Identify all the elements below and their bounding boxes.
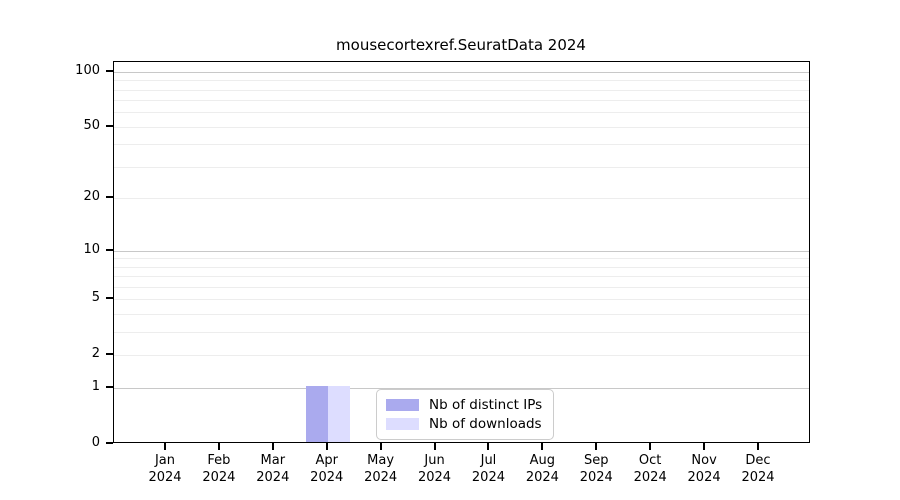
- gridline-minor: [114, 80, 809, 82]
- x-tick: [649, 443, 652, 450]
- gridline-minor: [114, 100, 809, 102]
- gridline-minor: [114, 299, 809, 301]
- legend-swatch-distinct-ips: [386, 399, 419, 411]
- gridline-minor: [114, 198, 809, 200]
- x-tick: [217, 443, 220, 450]
- y-tick-label: 10: [83, 241, 100, 257]
- gridline-major: [114, 250, 809, 252]
- gridline-minor: [114, 258, 809, 260]
- bar: [305, 386, 328, 442]
- x-tick-label: Oct 2024: [633, 453, 667, 485]
- gridline-minor: [114, 355, 809, 357]
- y-tick: [106, 353, 113, 356]
- gridline-minor: [114, 167, 809, 169]
- legend-label-distinct-ips: Nb of distinct IPs: [429, 397, 543, 413]
- y-tick-label: 2: [91, 346, 100, 362]
- legend-label-downloads: Nb of downloads: [429, 416, 542, 432]
- x-tick: [379, 443, 382, 450]
- legend: Nb of distinct IPs Nb of downloads: [376, 389, 555, 440]
- gridline-major: [114, 388, 809, 390]
- x-tick-label: Aug 2024: [525, 453, 559, 485]
- x-tick-label: May 2024: [364, 453, 398, 485]
- bar: [327, 386, 350, 442]
- gridline-minor: [114, 112, 809, 114]
- y-tick-label: 20: [83, 189, 100, 205]
- y-tick: [106, 386, 113, 389]
- x-tick-label: Jun 2024: [417, 453, 452, 485]
- x-tick-label: Jan 2024: [148, 453, 182, 485]
- x-tick-label: Jul 2024: [471, 453, 505, 485]
- gridline-minor: [114, 89, 809, 91]
- y-tick-label: 50: [83, 117, 100, 133]
- gridline-minor: [114, 314, 809, 316]
- x-tick-label: Mar 2024: [256, 453, 290, 485]
- legend-item-distinct-ips: Nb of distinct IPs: [386, 397, 542, 413]
- x-tick: [595, 443, 598, 450]
- x-tick: [164, 443, 166, 450]
- y-tick-label: 5: [91, 290, 100, 306]
- gridline-minor: [114, 276, 809, 278]
- y-tick-label: 1: [91, 379, 100, 395]
- gridline-minor: [114, 332, 809, 334]
- y-tick: [106, 442, 113, 444]
- gridline-minor: [114, 266, 809, 268]
- x-tick: [325, 443, 328, 450]
- legend-swatch-downloads: [386, 418, 419, 430]
- x-tick-label: Apr 2024: [310, 453, 344, 485]
- y-tick-label: 100: [75, 62, 100, 78]
- gridline-minor: [114, 126, 809, 128]
- x-tick: [487, 443, 490, 450]
- chart-title: mousecortexref.SeuratData 2024: [336, 36, 586, 54]
- y-tick: [106, 248, 113, 251]
- x-tick-label: Dec 2024: [741, 453, 775, 485]
- x-tick: [541, 443, 544, 450]
- gridline-minor: [114, 144, 809, 146]
- gridline-minor: [114, 287, 809, 289]
- y-tick: [106, 297, 113, 300]
- legend-item-downloads: Nb of downloads: [386, 416, 542, 432]
- x-tick: [433, 443, 436, 450]
- y-tick: [106, 124, 113, 127]
- x-tick: [757, 443, 759, 450]
- plot-area: [113, 61, 810, 443]
- x-tick: [271, 443, 274, 450]
- x-tick-label: Nov 2024: [687, 453, 721, 485]
- y-tick: [106, 69, 113, 72]
- x-tick: [703, 443, 706, 450]
- x-tick-label: Sep 2024: [579, 453, 613, 485]
- x-tick-label: Feb 2024: [202, 453, 236, 485]
- gridline-major: [114, 71, 809, 73]
- y-tick-label: 0: [91, 435, 100, 450]
- y-tick: [106, 196, 113, 199]
